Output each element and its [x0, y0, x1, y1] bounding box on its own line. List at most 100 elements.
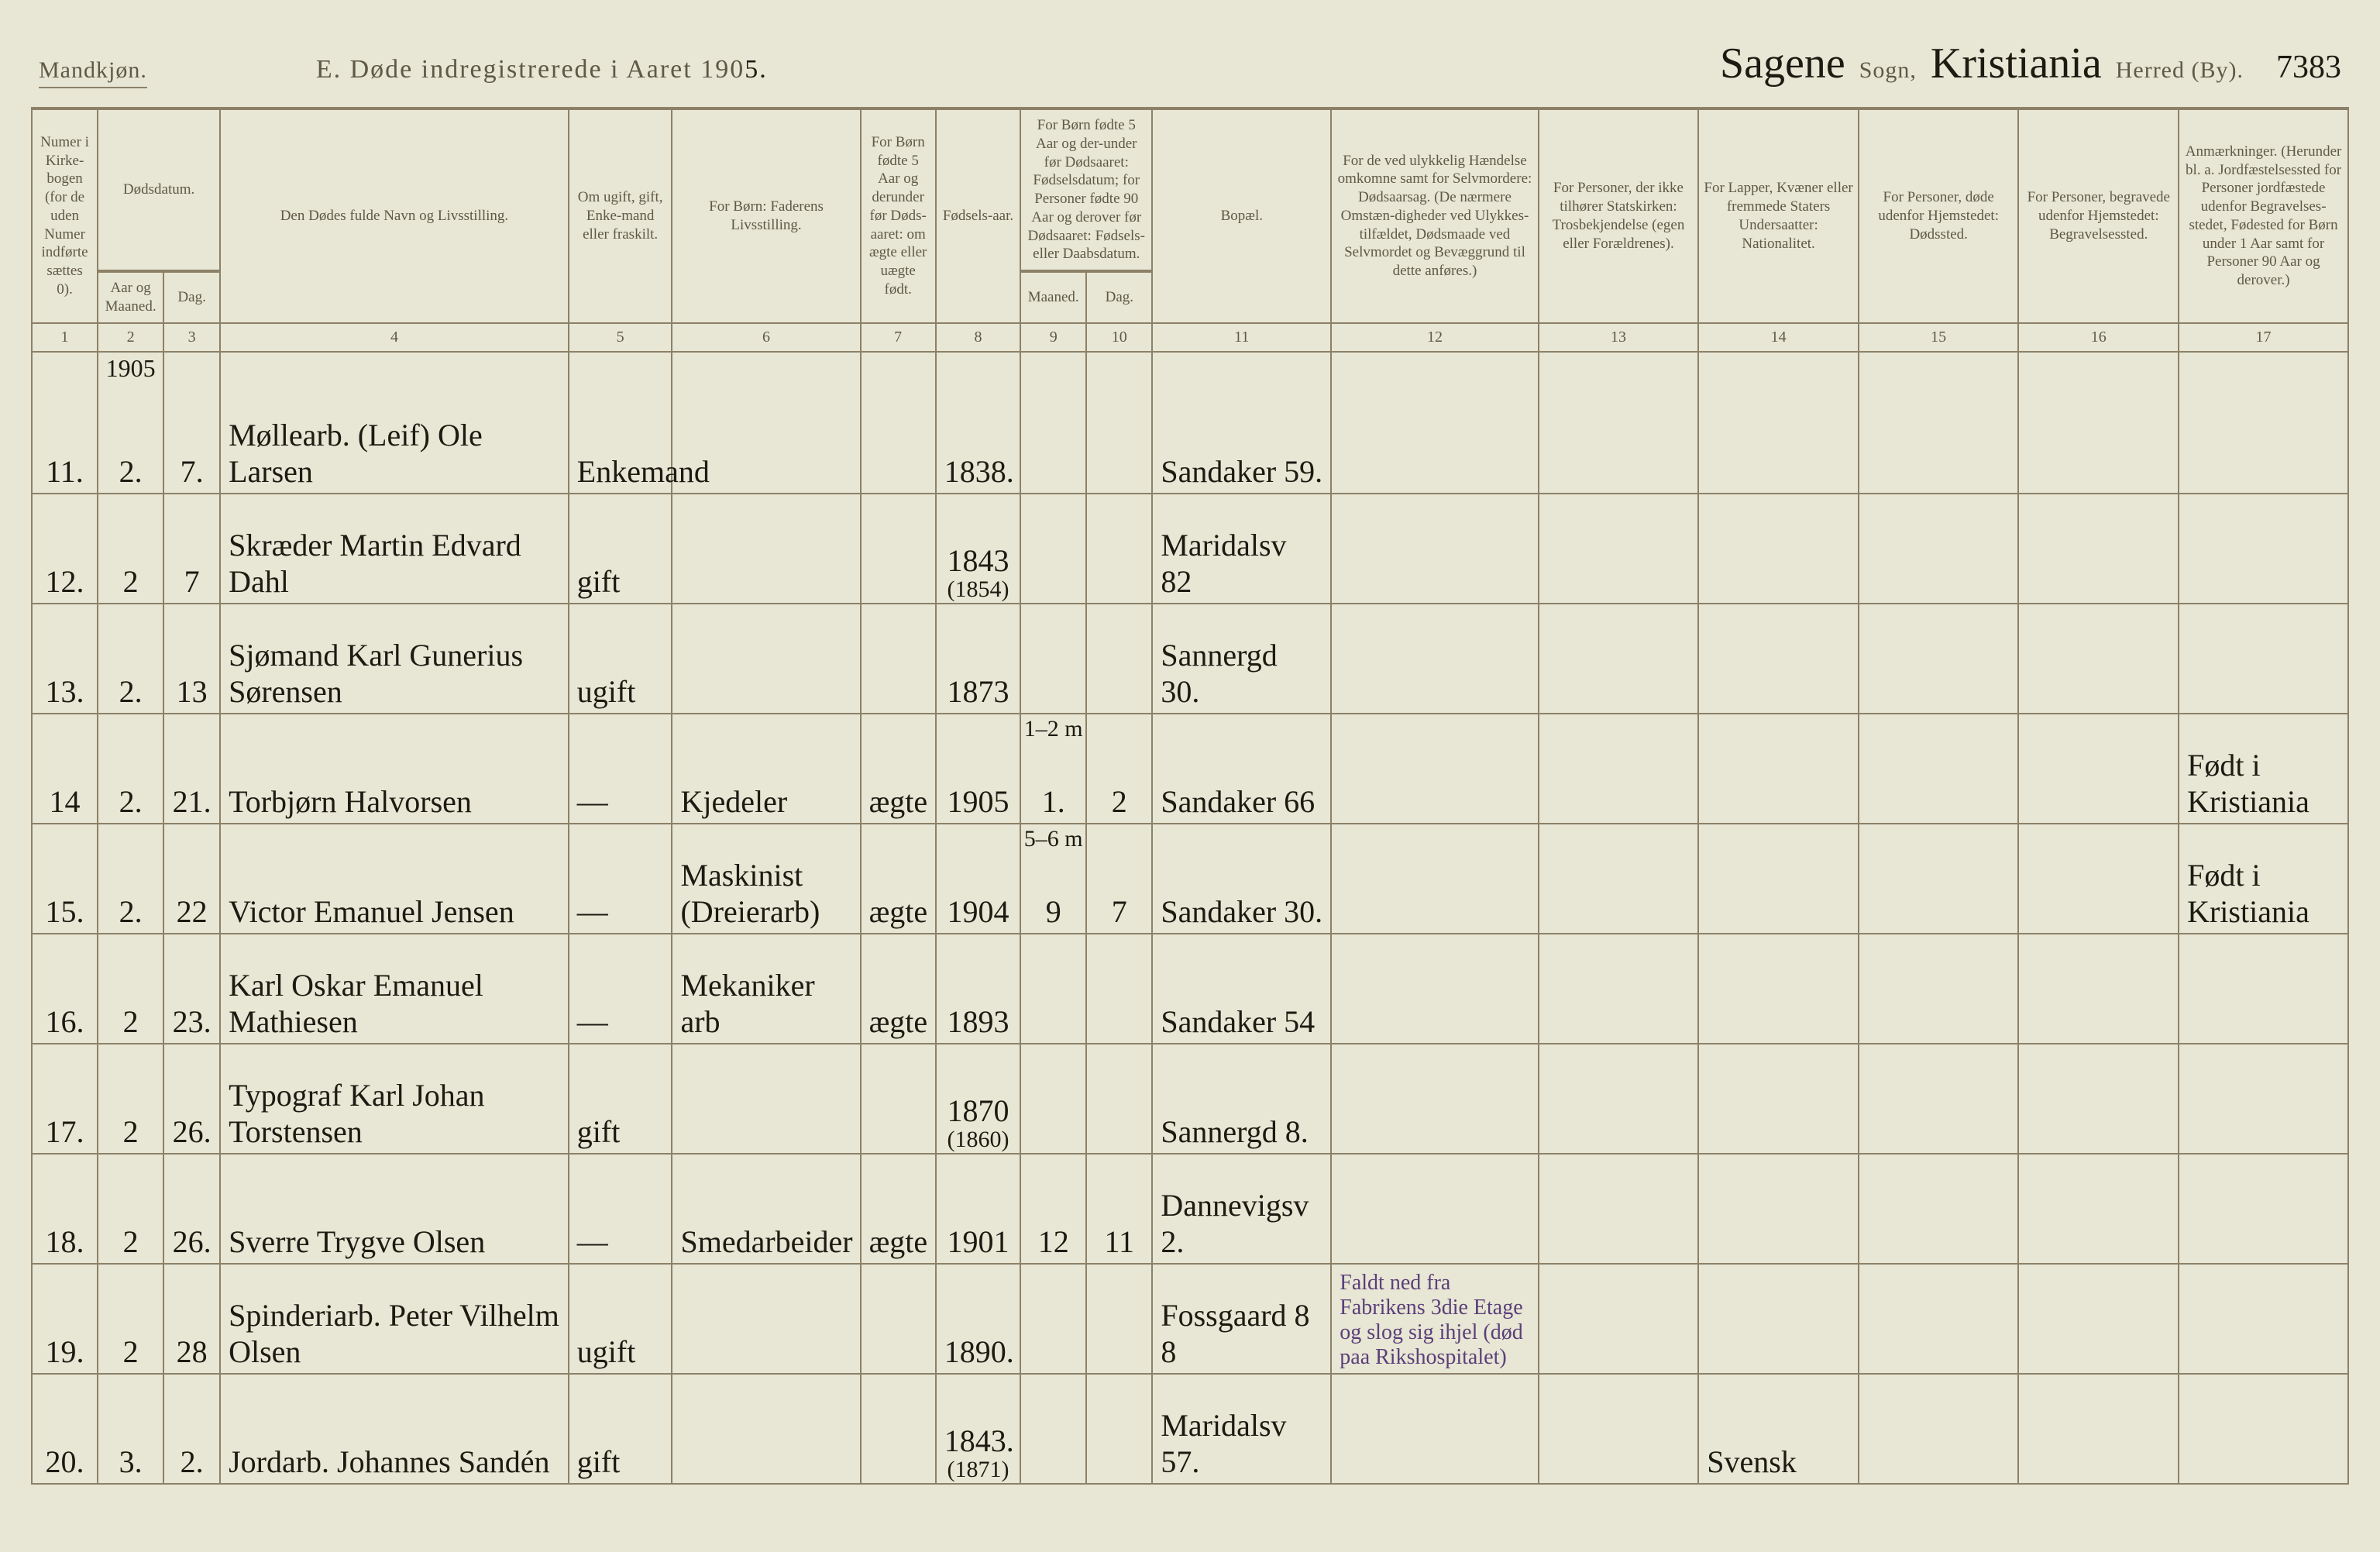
table-row: 18.226.Sverre Trygve Olsen—Smedarbeideræ… [32, 1154, 2348, 1264]
cell-text: Sandaker 59. [1161, 454, 1322, 489]
cell-text: 3. [119, 1444, 143, 1479]
cell-text: Mekaniker arb [680, 968, 814, 1039]
cell-text: Victor Emanuel Jensen [229, 894, 514, 929]
column-number-row: 1 2 3 4 5 6 7 8 9 10 11 12 13 14 15 16 1… [32, 323, 2348, 352]
cell-day: 7 [163, 494, 220, 604]
cell-cause [1331, 934, 1538, 1044]
cell-second-line: (1871) [944, 1459, 1012, 1480]
cell-deathplace [1859, 1044, 2019, 1154]
cell-faith [1539, 1264, 1699, 1375]
cell-day: 26. [163, 1154, 220, 1264]
cell-cause [1331, 384, 1538, 494]
blank-cell [1698, 352, 1859, 384]
cell-text: 14 [50, 784, 81, 819]
cell-birth_year: 1843(1854) [936, 494, 1020, 604]
cell-residence: Maridalsv 57. [1152, 1374, 1331, 1484]
cell-legit: ægte [861, 824, 936, 934]
cell-residence: Sandaker 54 [1152, 934, 1331, 1044]
cell-father [672, 494, 860, 604]
cell-deathplace [1859, 384, 2019, 494]
cell-month: 2. [98, 824, 163, 934]
cell-text: gift [577, 1444, 621, 1479]
cell-text: 1843 [947, 543, 1009, 578]
cell-status: Enkemand [569, 384, 672, 494]
cell-text: 16. [46, 1004, 84, 1039]
cell-b_day: 2 [1086, 714, 1152, 824]
cell-remarks [2179, 1044, 2348, 1154]
cell-text: ægte [869, 784, 928, 819]
col-header-4: Den Dødes fulde Navn og Livsstilling. [220, 108, 569, 323]
cell-text: Jordarb. Johannes Sandén [229, 1444, 549, 1479]
col-header-16: For Personer, begravede udenfor Hjemsted… [2018, 108, 2179, 323]
blank-cell [220, 352, 569, 384]
cell-residence: Sannergd 30. [1152, 604, 1331, 714]
cell-b_month: 1–2 m1. [1020, 714, 1086, 824]
col-header-6: For Børn: Faderens Livsstilling. [672, 108, 860, 323]
col-num: 3 [163, 323, 220, 352]
cell-text: 15. [46, 894, 84, 929]
col-num: 12 [1331, 323, 1538, 352]
col-header-9-10-top: For Børn fødte 5 Aar og der-under før Dø… [1020, 108, 1152, 271]
cell-day: 26. [163, 1044, 220, 1154]
cell-text: Maridalsv 82 [1161, 528, 1286, 599]
cell-text: ægte [869, 1004, 928, 1039]
blank-cell [32, 352, 98, 384]
cell-burial [2018, 494, 2179, 604]
herred-label: Herred (By). [2116, 57, 2244, 84]
cell-text: 21. [173, 784, 212, 819]
cell-month: 2 [98, 1264, 163, 1375]
cell-text: Karl Oskar Emanuel Mathiesen [229, 968, 483, 1039]
title-year-hand: 5. [745, 55, 768, 84]
title-printed: E. Døde indregistrerede i Aaret 190 [316, 55, 745, 84]
cell-father [672, 604, 860, 714]
cell-text: 18. [46, 1224, 84, 1259]
cell-remarks [2179, 1154, 2348, 1264]
cell-residence: Fossgaard 8 8 [1152, 1264, 1331, 1375]
cell-text: 20. [46, 1444, 84, 1479]
cell-text: ugift [577, 1334, 636, 1369]
cell-top-note: 5–6 m [1021, 828, 1085, 851]
cell-b_day [1086, 1374, 1152, 1484]
cell-month: 2. [98, 714, 163, 824]
cell-burial [2018, 1374, 2179, 1484]
cell-text: 7 [1112, 894, 1127, 929]
blank-cell [1152, 352, 1331, 384]
col-header-10: Dag. [1086, 271, 1152, 323]
cell-text: 1904 [947, 894, 1009, 929]
cell-name: Skræder Martin Edvard Dahl [220, 494, 569, 604]
cell-deathplace [1859, 1374, 2019, 1484]
cell-second-line: (1854) [944, 579, 1012, 600]
cell-remarks [2179, 604, 2348, 714]
cell-text: 7 [184, 564, 200, 599]
cell-name: Torbjørn Halvorsen [220, 714, 569, 824]
cell-text: 2. [119, 454, 143, 489]
cell-faith [1539, 384, 1699, 494]
cell-text: Fossgaard 8 8 [1161, 1298, 1309, 1369]
cell-remarks: Født i Kristiania [2179, 714, 2348, 824]
col-header-13: For Personer, der ikke tilhører Statskir… [1539, 108, 1699, 323]
col-header-9: Maaned. [1020, 271, 1086, 323]
cell-text: 2 [123, 564, 139, 599]
cell-nation [1698, 934, 1859, 1044]
cell-residence: Sannergd 8. [1152, 1044, 1331, 1154]
cell-text: 13 [177, 674, 208, 709]
cell-no: 17. [32, 1044, 98, 1154]
cell-text: Kjedeler [680, 784, 787, 819]
cell-text: 26. [173, 1114, 212, 1149]
cell-text: — [577, 1004, 608, 1039]
cell-month: 2 [98, 494, 163, 604]
cell-text: — [577, 894, 608, 929]
table-row: 15.2.22Victor Emanuel Jensen—Maskinist (… [32, 824, 2348, 934]
cell-status: ugift [569, 1264, 672, 1375]
cell-b_day: 11 [1086, 1154, 1152, 1264]
cell-text: 1905 [947, 784, 1009, 819]
cell-no: 15. [32, 824, 98, 934]
cell-birth_year: 1843.(1871) [936, 1374, 1020, 1484]
cell-status: gift [569, 494, 672, 604]
cell-father [672, 1374, 860, 1484]
cell-day: 7. [163, 384, 220, 494]
cell-deathplace [1859, 494, 2019, 604]
cell-text: 17. [46, 1114, 84, 1149]
cell-cause [1331, 604, 1538, 714]
cell-remarks [2179, 384, 2348, 494]
